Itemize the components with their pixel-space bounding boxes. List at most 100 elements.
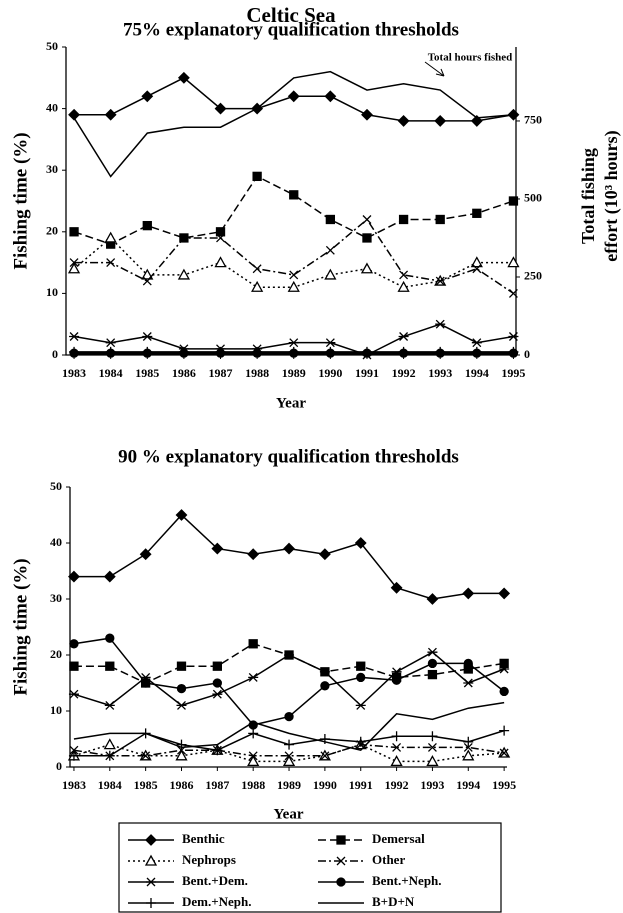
marker <box>319 667 330 677</box>
marker <box>103 570 116 583</box>
x-tick-label: 1990 <box>313 778 337 792</box>
marker <box>104 700 115 710</box>
marker <box>435 276 445 286</box>
marker <box>324 268 337 280</box>
marker <box>397 280 410 292</box>
marker <box>214 102 227 115</box>
marker <box>146 877 156 887</box>
legend-box <box>118 822 502 913</box>
x-tick-label: 1994 <box>456 778 480 792</box>
marker <box>362 215 372 224</box>
marker <box>361 108 373 121</box>
chart-title: 90 % explanatory qualification threshold… <box>118 446 459 467</box>
x-tick-label: 1984 <box>99 366 123 380</box>
marker <box>252 264 262 274</box>
marker <box>360 262 374 274</box>
marker <box>67 262 81 274</box>
marker <box>427 669 438 680</box>
y-tick-label: 10 <box>50 703 62 717</box>
marker <box>248 751 258 761</box>
marker <box>390 755 403 767</box>
y-tick-label: 0 <box>52 347 58 361</box>
y2-tick-label: 500 <box>524 191 542 205</box>
marker <box>336 835 346 845</box>
marker <box>288 346 299 357</box>
marker <box>463 658 473 669</box>
marker <box>104 231 117 243</box>
marker <box>215 227 226 237</box>
marker <box>336 877 346 887</box>
marker <box>142 332 153 341</box>
y2-tick-label: 250 <box>524 269 542 283</box>
marker <box>212 745 223 756</box>
marker <box>141 90 154 103</box>
marker <box>68 108 80 121</box>
marker <box>104 108 117 121</box>
marker <box>252 346 263 357</box>
marker <box>248 639 258 649</box>
marker <box>354 537 367 549</box>
y2-axis-label: Total fishing <box>578 148 598 244</box>
marker <box>472 264 482 274</box>
series-line: Total hours fished <box>73 70 514 178</box>
marker <box>212 689 223 699</box>
marker <box>356 672 366 683</box>
marker <box>471 338 482 348</box>
marker <box>508 196 519 206</box>
x-axis-label: Year <box>276 395 306 411</box>
marker <box>179 233 189 243</box>
x-tick-label: 1995 <box>501 366 525 380</box>
x-tick-label: 1986 <box>169 778 193 792</box>
marker <box>212 678 222 688</box>
marker <box>398 214 409 225</box>
marker <box>68 570 80 583</box>
y-tick-label: 10 <box>46 285 58 299</box>
legend-label: Other <box>372 852 405 867</box>
marker <box>176 661 187 671</box>
y-tick-label: 30 <box>50 591 62 605</box>
x-tick-label: 1991 <box>355 366 379 380</box>
marker <box>248 728 259 739</box>
x-tick-label: 1987 <box>209 366 233 380</box>
marker <box>289 270 299 280</box>
y-axis-label: Fishing time (%) <box>10 558 31 695</box>
marker <box>435 319 446 329</box>
marker <box>69 346 80 357</box>
y-tick-label: 0 <box>56 759 62 773</box>
marker <box>142 276 152 286</box>
x-tick-label: 1993 <box>420 778 444 792</box>
marker <box>499 725 510 736</box>
marker <box>324 90 337 103</box>
marker <box>391 731 402 742</box>
marker <box>283 542 295 555</box>
marker <box>462 587 475 600</box>
marker <box>325 338 336 348</box>
marker <box>435 346 446 357</box>
marker <box>139 548 152 561</box>
marker <box>507 256 520 268</box>
marker <box>356 661 366 671</box>
x-tick-label: 1988 <box>245 366 269 380</box>
marker <box>178 346 189 357</box>
marker <box>69 745 79 755</box>
marker <box>498 587 511 600</box>
legend-label: Bent.+Dem. <box>182 873 248 888</box>
x-tick-label: 1986 <box>172 366 196 380</box>
legend-label: B+D+N <box>372 894 415 909</box>
marker <box>68 689 79 699</box>
marker <box>499 686 509 697</box>
legend-label: Benthic <box>182 831 225 846</box>
y-axis-label: Fishing time (%) <box>10 132 31 269</box>
marker <box>212 661 222 671</box>
marker <box>320 681 330 691</box>
marker <box>427 647 438 657</box>
marker <box>325 346 336 357</box>
marker <box>106 258 116 268</box>
marker <box>177 268 191 280</box>
marker <box>145 834 157 846</box>
marker <box>361 346 372 357</box>
marker <box>284 739 295 750</box>
marker <box>284 711 294 722</box>
marker <box>399 270 409 280</box>
x-tick-label: 1988 <box>241 778 265 792</box>
